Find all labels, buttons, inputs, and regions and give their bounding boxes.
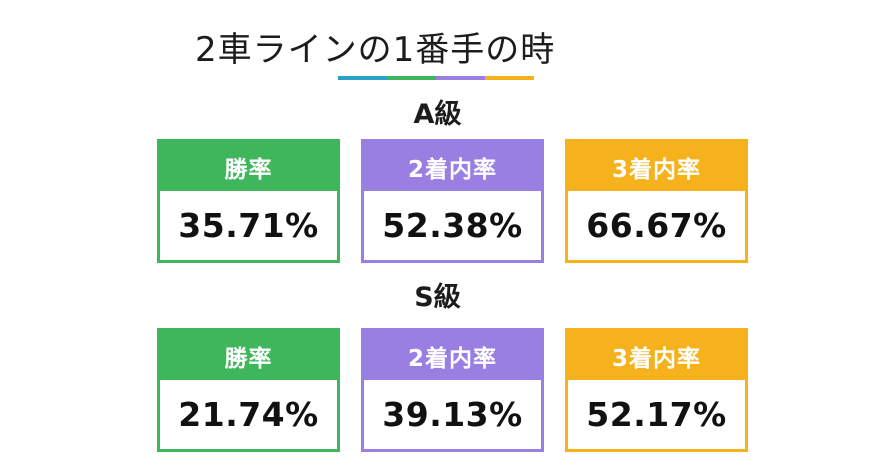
grade-heading-s: S級 — [414, 282, 461, 313]
stat-card-s-top2-rate: 2着内率 39.13% — [361, 328, 544, 452]
stat-value: 52.38% — [382, 206, 523, 245]
title-underline — [338, 76, 534, 80]
stat-value: 21.74% — [178, 395, 319, 434]
stat-value: 39.13% — [382, 395, 523, 434]
underline-segment-purple — [436, 76, 485, 80]
stat-label: 2着内率 — [364, 142, 541, 191]
underline-segment-orange — [485, 76, 534, 80]
stat-card-a-win-rate: 勝率 35.71% — [157, 139, 340, 263]
stat-label: 勝率 — [160, 142, 337, 191]
stat-card-a-top3-rate: 3着内率 66.67% — [565, 139, 748, 263]
stat-value: 35.71% — [178, 206, 319, 245]
stat-value: 52.17% — [586, 395, 727, 434]
grade-heading-a: A級 — [413, 99, 462, 130]
page-title: 2車ラインの1番手の時 — [195, 30, 556, 70]
stat-value: 66.67% — [586, 206, 727, 245]
stat-label: 2着内率 — [364, 331, 541, 380]
stat-card-s-top3-rate: 3着内率 52.17% — [565, 328, 748, 452]
stat-label: 3着内率 — [568, 331, 745, 380]
stat-card-s-win-rate: 勝率 21.74% — [157, 328, 340, 452]
stat-label: 3着内率 — [568, 142, 745, 191]
stat-card-a-top2-rate: 2着内率 52.38% — [361, 139, 544, 263]
stat-label: 勝率 — [160, 331, 337, 380]
underline-segment-blue — [338, 76, 387, 80]
underline-segment-green — [387, 76, 436, 80]
